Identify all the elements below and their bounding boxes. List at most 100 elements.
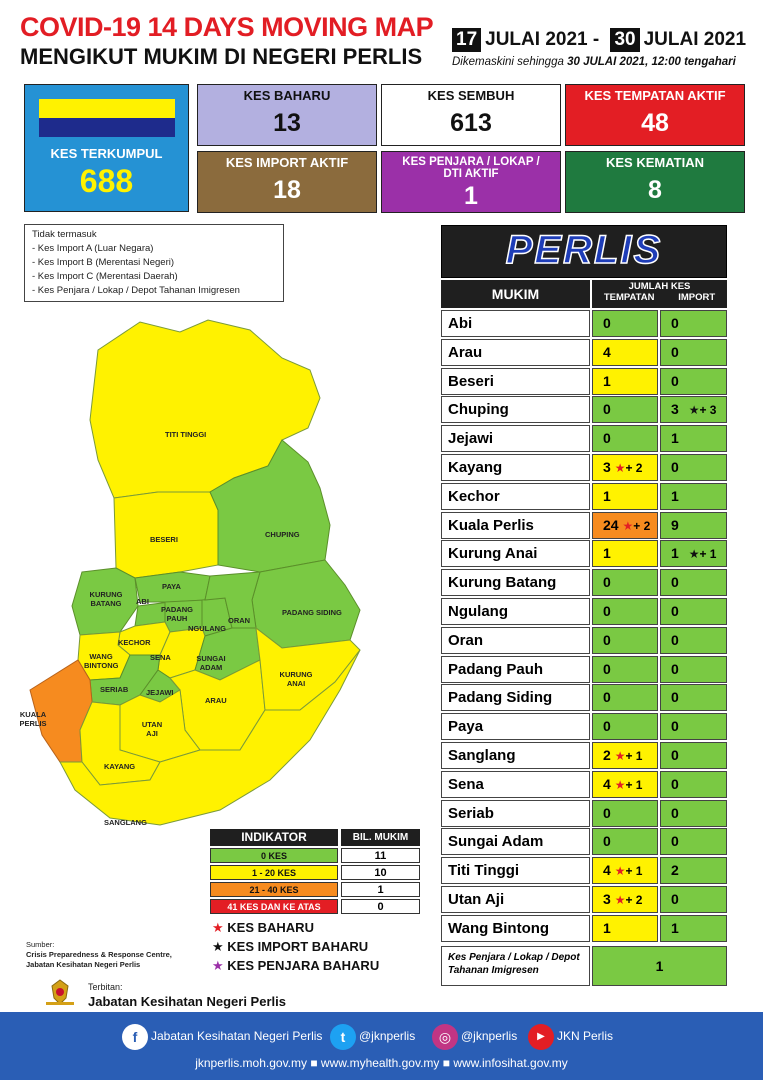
tempatan-cell: 0 bbox=[592, 655, 658, 683]
import-cell: 3 ★+ 3 bbox=[660, 396, 727, 424]
table-row: Arau 4 0 bbox=[441, 338, 727, 366]
indicator-label: 1 - 20 KES bbox=[210, 865, 338, 880]
map-region-kurung-batang bbox=[71, 567, 139, 636]
date-start-day: 17 bbox=[452, 28, 482, 52]
map-label: ORAN bbox=[228, 616, 251, 625]
red-star-icon: ★ bbox=[614, 777, 626, 792]
exclusion-item: - Kes Import C (Merentasi Daerah) bbox=[32, 271, 178, 282]
mukim-name: Padang Siding bbox=[441, 684, 590, 712]
date-start-rest: JULAI 2021 - bbox=[485, 29, 600, 50]
mukim-name: Ngulang bbox=[441, 598, 590, 625]
footer-urls[interactable]: jknperlis.moh.gov.my ■ www.myhealth.gov.… bbox=[195, 1056, 568, 1070]
table-row: Padang Siding 0 0 bbox=[441, 684, 727, 712]
tempatan-value: 0 bbox=[603, 689, 611, 706]
tempatan-value: 0 bbox=[603, 833, 611, 850]
mukim-name: Kurung Anai bbox=[441, 540, 590, 568]
import-cell: 1 bbox=[660, 482, 727, 510]
map-label: WANG BINTONG bbox=[84, 652, 119, 670]
import-cell: 0 bbox=[660, 684, 727, 712]
map-label: SANGLANG bbox=[104, 818, 147, 827]
indicator-count: 1 bbox=[341, 882, 420, 897]
tempatan-cell: 0 bbox=[592, 799, 658, 827]
import-new: + 3 bbox=[699, 403, 717, 418]
import-cell: 0 bbox=[660, 713, 727, 741]
import-cell: 2 bbox=[660, 857, 727, 885]
mukim-name: Kurung Batang bbox=[441, 569, 590, 597]
import-cell: 0 bbox=[660, 655, 727, 683]
import-value: 0 bbox=[671, 804, 679, 821]
twitter-icon: t bbox=[330, 1024, 356, 1050]
stat-sembuh-value: 613 bbox=[450, 108, 492, 137]
import-cell: 0 bbox=[660, 338, 727, 366]
import-cell: 1 bbox=[660, 425, 727, 453]
publisher-prefix: Terbitan: bbox=[88, 982, 123, 992]
mukim-name: Paya bbox=[441, 713, 590, 741]
facebook-link[interactable]: f Jabatan Kesihatan Negeri Perlis bbox=[122, 1024, 322, 1050]
perlis-flag-icon bbox=[39, 99, 175, 137]
import-value: 0 bbox=[671, 343, 679, 360]
import-value: 0 bbox=[671, 747, 679, 763]
table-row: Oran 0 0 bbox=[441, 626, 727, 654]
mukim-name: Sungai Adam bbox=[441, 828, 590, 856]
table-row: Padang Pauh 0 0 bbox=[441, 655, 727, 683]
stat-sembuh: KES SEMBUH 613 bbox=[381, 84, 561, 146]
youtube-link[interactable]: ▶ JKN Perlis bbox=[528, 1024, 613, 1050]
import-value: 0 bbox=[671, 372, 679, 389]
map-label: SERIAB bbox=[100, 685, 129, 694]
map-label: JEJAWI bbox=[146, 688, 174, 697]
import-value: 9 bbox=[671, 516, 679, 533]
exclusion-item: - Kes Penjara / Lokap / Depot Tahanan Im… bbox=[32, 285, 240, 296]
tempatan-cell: 0 bbox=[592, 598, 658, 625]
import-value: 2 bbox=[671, 862, 679, 879]
date-end-rest: JULAI 2021 bbox=[643, 29, 747, 50]
publisher-name: Jabatan Kesihatan Negeri Perlis bbox=[88, 994, 286, 1009]
purple-star-icon: ★ bbox=[212, 958, 224, 973]
map-label: KURUNG BATANG bbox=[89, 590, 123, 608]
map-label: PAYA bbox=[162, 582, 181, 591]
table-row: Kurung Batang 0 0 bbox=[441, 569, 727, 597]
exclusion-note: Tidak termasuk - Kes Import A (Luar Nega… bbox=[24, 224, 284, 302]
black-star-icon: ★ bbox=[688, 403, 700, 418]
tempatan-cell: 0 bbox=[592, 396, 658, 424]
updated-value: 30 JULAI 2021, 12:00 tengahari bbox=[567, 56, 736, 68]
facebook-icon: f bbox=[122, 1024, 148, 1050]
mukim-name: Sena bbox=[441, 770, 590, 798]
col-tempatan: TEMPATAN bbox=[603, 292, 655, 303]
stat-terkumpul-value: 688 bbox=[79, 162, 134, 199]
import-value: 0 bbox=[671, 574, 679, 591]
instagram-icon: ◎ bbox=[432, 1024, 458, 1050]
youtube-icon: ▶ bbox=[528, 1024, 554, 1050]
import-cell: 0 bbox=[660, 626, 727, 654]
jata-negara-logo-icon bbox=[40, 978, 80, 1008]
import-cell: 0 bbox=[660, 454, 727, 481]
mukim-name: Oran bbox=[441, 626, 590, 654]
exclusion-item: - Kes Import B (Merentasi Negeri) bbox=[32, 257, 175, 268]
indicator-label: 41 KES DAN KE ATAS bbox=[210, 899, 338, 914]
import-value: 1 bbox=[671, 919, 679, 936]
stat-baharu-value: 13 bbox=[273, 108, 301, 137]
tempatan-value: 4 bbox=[603, 862, 611, 879]
map-label: ABI bbox=[136, 597, 149, 606]
stat-baharu: KES BAHARU 13 bbox=[197, 84, 377, 146]
penjara-value: 1 bbox=[592, 946, 727, 986]
map-label: KECHOR bbox=[118, 638, 151, 647]
youtube-label: JKN Perlis bbox=[557, 1029, 614, 1044]
stat-penjara-aktif: KES PENJARA / LOKAP / DTI AKTIF 1 bbox=[381, 151, 561, 213]
tempatan-value: 0 bbox=[603, 718, 611, 735]
red-star-icon: ★ bbox=[614, 749, 626, 763]
instagram-link[interactable]: ◎ @jknperlis bbox=[432, 1024, 517, 1050]
twitter-link[interactable]: t @jknperlis bbox=[330, 1024, 415, 1050]
stat-kematian: KES KEMATIAN 8 bbox=[565, 151, 745, 213]
import-cell: 0 bbox=[660, 367, 727, 395]
map-label: ARAU bbox=[205, 696, 227, 705]
table-row: Beseri 1 0 bbox=[441, 367, 727, 395]
red-star-icon: ★ bbox=[614, 461, 626, 475]
map-label: KURUNG ANAI bbox=[279, 670, 313, 688]
table-row: Paya 0 0 bbox=[441, 713, 727, 741]
import-value: 0 bbox=[671, 315, 679, 331]
footer: f Jabatan Kesihatan Negeri Perlis t @jknpe… bbox=[0, 1012, 763, 1080]
updated-note: Dikemaskini sehingga 30 JULAI 2021, 12:0… bbox=[452, 56, 736, 68]
import-cell: 9 bbox=[660, 511, 727, 539]
